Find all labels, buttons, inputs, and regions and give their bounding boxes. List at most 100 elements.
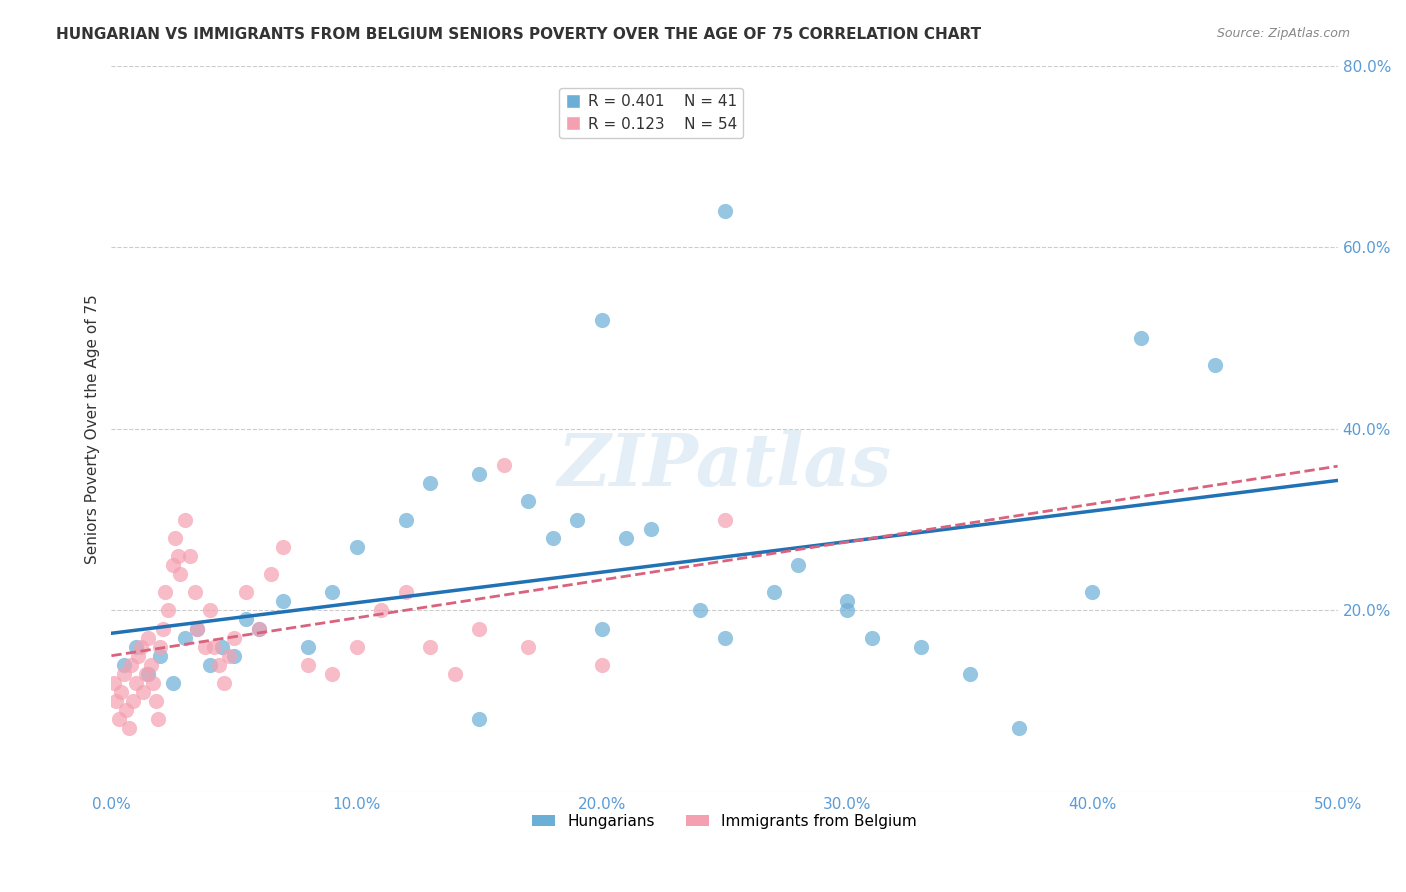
Point (110, 685, 132, 699)
Point (910, 640, 932, 654)
Y-axis label: Seniors Poverty Over the Age of 75: Seniors Poverty Over the Age of 75 (86, 293, 100, 564)
Point (211, 640, 233, 654)
Point (179, 549, 201, 563)
Point (165, 531, 187, 545)
Point (616, 531, 638, 545)
Point (212, 676, 235, 690)
Point (689, 603, 711, 617)
Point (184, 585, 207, 599)
Point (762, 585, 785, 599)
Point (107, 712, 129, 726)
Point (419, 640, 441, 654)
Legend: Hungarians, Immigrants from Belgium: Hungarians, Immigrants from Belgium (526, 808, 922, 835)
Point (395, 585, 418, 599)
Point (129, 640, 152, 654)
Point (297, 657, 319, 672)
Point (517, 494, 540, 508)
Point (235, 585, 257, 599)
Point (860, 631, 883, 645)
Point (346, 540, 368, 554)
Point (103, 676, 125, 690)
Point (136, 667, 159, 681)
Point (837, 594, 859, 608)
Point (112, 667, 135, 681)
Point (194, 640, 217, 654)
Text: Source: ZipAtlas.com: Source: ZipAtlas.com (1216, 27, 1350, 40)
Point (395, 512, 418, 526)
Point (959, 667, 981, 681)
Point (136, 631, 159, 645)
Point (125, 676, 148, 690)
Point (127, 648, 149, 663)
Point (271, 594, 294, 608)
Point (142, 676, 165, 690)
Point (132, 685, 155, 699)
Point (122, 694, 145, 708)
Point (787, 558, 810, 572)
Point (1204, 358, 1226, 372)
Point (125, 640, 148, 654)
Point (1008, 722, 1031, 736)
Point (541, 531, 564, 545)
Point (186, 622, 208, 636)
Point (155, 585, 177, 599)
Point (135, 667, 157, 681)
Point (186, 622, 208, 636)
Point (169, 567, 191, 582)
Point (260, 567, 283, 582)
Point (468, 467, 491, 482)
Point (837, 603, 859, 617)
Point (156, 603, 179, 617)
Point (713, 512, 735, 526)
Point (346, 640, 368, 654)
Point (222, 648, 245, 663)
Point (321, 667, 343, 681)
Point (468, 712, 491, 726)
Point (271, 540, 294, 554)
Point (1081, 585, 1104, 599)
Point (146, 712, 169, 726)
Point (218, 648, 240, 663)
Point (591, 313, 613, 327)
Point (591, 622, 613, 636)
Point (198, 603, 221, 617)
Point (115, 703, 138, 717)
Point (202, 640, 225, 654)
Point (297, 640, 319, 654)
Point (247, 622, 270, 636)
Point (567, 512, 589, 526)
Point (149, 648, 172, 663)
Point (208, 657, 231, 672)
Point (468, 622, 491, 636)
Point (152, 622, 174, 636)
Point (517, 640, 540, 654)
Point (174, 631, 197, 645)
Point (321, 585, 343, 599)
Point (640, 522, 662, 536)
Text: ZIPatlas: ZIPatlas (557, 430, 891, 500)
Point (112, 657, 135, 672)
Point (370, 603, 392, 617)
Point (247, 622, 270, 636)
Point (105, 694, 128, 708)
Point (419, 476, 441, 491)
Point (443, 667, 465, 681)
Point (162, 676, 184, 690)
Point (198, 657, 221, 672)
Point (235, 612, 257, 626)
Point (139, 657, 162, 672)
Point (222, 631, 245, 645)
Point (492, 458, 515, 472)
Point (120, 657, 142, 672)
Point (713, 203, 735, 218)
Point (149, 640, 172, 654)
Point (1130, 331, 1153, 345)
Point (591, 657, 613, 672)
Text: HUNGARIAN VS IMMIGRANTS FROM BELGIUM SENIORS POVERTY OVER THE AGE OF 75 CORRELAT: HUNGARIAN VS IMMIGRANTS FROM BELGIUM SEN… (56, 27, 981, 42)
Point (713, 631, 735, 645)
Point (145, 694, 167, 708)
Point (162, 558, 184, 572)
Point (166, 549, 188, 563)
Point (174, 512, 197, 526)
Point (117, 722, 139, 736)
